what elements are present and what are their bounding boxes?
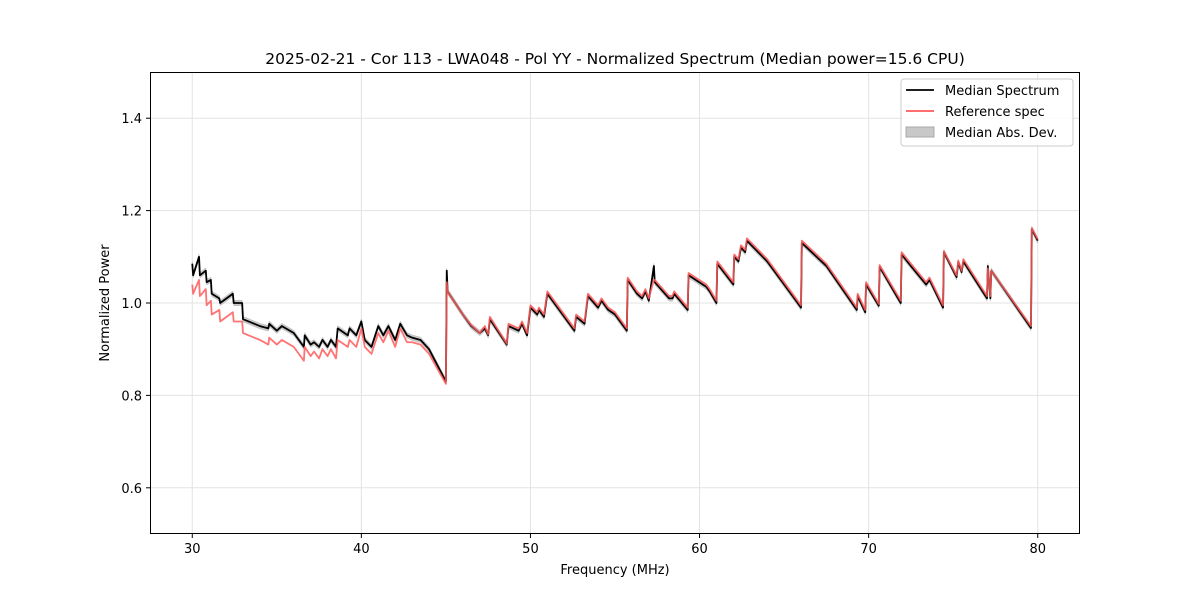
legend-mad-swatch bbox=[905, 126, 935, 138]
x-axis-label: Frequency (MHz) bbox=[560, 563, 669, 578]
mad-band bbox=[192, 226, 1038, 385]
axis-ticks: 30 40 50 60 70 80 0.6 0.8 1.0 1.2 1.4 bbox=[121, 112, 1046, 557]
x-tick-label: 40 bbox=[353, 542, 370, 557]
y-tick-label: 0.8 bbox=[121, 389, 142, 404]
x-tick-label: 60 bbox=[691, 542, 708, 557]
legend-reference-label: Reference spec bbox=[945, 105, 1045, 120]
chart-title: 2025-02-21 - Cor 113 - LWA048 - Pol YY -… bbox=[265, 50, 965, 68]
reference-spectrum-line bbox=[191, 227, 1039, 385]
y-axis-label: Normalized Power bbox=[98, 244, 113, 362]
x-tick-label: 50 bbox=[522, 542, 539, 557]
y-tick-label: 1.2 bbox=[121, 205, 142, 220]
grid bbox=[150, 72, 1080, 534]
legend-mad-label: Median Abs. Dev. bbox=[945, 126, 1057, 141]
y-tick-label: 0.6 bbox=[121, 482, 142, 497]
legend-median-label: Median Spectrum bbox=[945, 84, 1059, 99]
x-tick-label: 80 bbox=[1029, 542, 1046, 557]
legend: Median Spectrum Reference spec Median Ab… bbox=[900, 78, 1074, 147]
x-tick-label: 70 bbox=[860, 542, 877, 557]
plot-frame bbox=[150, 72, 1080, 534]
y-tick-label: 1.4 bbox=[121, 112, 142, 127]
y-tick-label: 1.0 bbox=[121, 297, 142, 312]
x-tick-label: 30 bbox=[184, 542, 201, 557]
series bbox=[191, 226, 1039, 385]
legend-box bbox=[900, 78, 1074, 147]
